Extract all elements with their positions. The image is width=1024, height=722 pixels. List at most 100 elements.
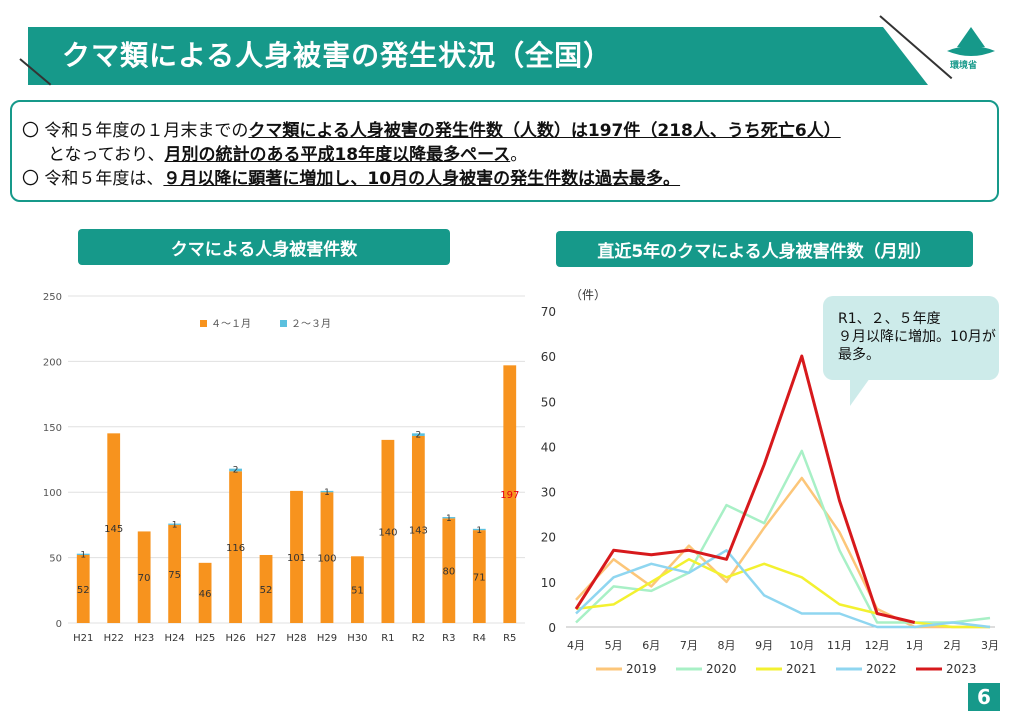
bar-main	[320, 492, 334, 623]
summary-line-3-emphasis: ９月以降に顕著に増加し、10月の人身被害の発生件数は過去最多。	[163, 169, 681, 189]
line-x-tick-label: 8月	[718, 639, 736, 652]
bar-x-tick-label: H30	[347, 633, 367, 644]
line-y-tick-label: 70	[541, 305, 556, 319]
bar-top	[76, 553, 90, 555]
line-series-2021	[575, 558, 990, 629]
line-legend-label: 2023	[946, 662, 977, 676]
bar-y-tick-label: 100	[43, 488, 62, 499]
bar-main	[168, 524, 182, 623]
bar-top-data-label: 1	[476, 526, 482, 536]
bar-x-tick-label: R4	[473, 633, 486, 644]
bar-data-label: 75	[168, 570, 181, 581]
bar-main	[381, 439, 395, 623]
bar-main	[290, 490, 303, 623]
right-panel-title: 直近5年のクマによる人身被害件数（月別）	[556, 231, 973, 267]
line-x-tick-label: 5月	[605, 639, 623, 652]
bar-x-tick-label: H26	[225, 633, 245, 644]
bar-top-data-label: 1	[80, 551, 86, 561]
bar-x-tick-label: H23	[134, 633, 154, 644]
page-number: 6	[968, 683, 1000, 711]
line-series-2020	[575, 449, 991, 624]
bar-data-label: 100	[317, 554, 336, 565]
line-y-tick-label: 0	[548, 621, 556, 635]
summary-line-2: となっており、月別の統計のある平成18年度以降最多ペース。	[48, 140, 527, 165]
bar-x-tick-label: H29	[317, 633, 337, 644]
bar-data-label: 143	[409, 525, 428, 536]
bar-top-data-label: 1	[172, 521, 178, 531]
bar-top-data-label: 2	[415, 430, 421, 440]
bar-data-label: 52	[260, 585, 273, 596]
summary-line-2-emphasis: 月別の統計のある平成18年度以降最多ペース	[164, 145, 511, 165]
line-y-tick-label: 50	[541, 395, 556, 409]
line-y-tick-label: 20	[541, 531, 556, 545]
bar-data-label: 140	[378, 527, 397, 538]
line-y-axis-label: （件）	[570, 288, 606, 302]
bar-main	[472, 530, 486, 623]
bar-x-tick-label: R2	[412, 633, 425, 644]
line-x-tick-label: 7月	[680, 639, 698, 652]
line-legend-label: 2022	[866, 662, 897, 676]
bar-top-data-label: 1	[324, 488, 330, 498]
title-bar	[28, 27, 928, 85]
bar-top	[229, 468, 242, 472]
ministry-logo-icon	[947, 27, 995, 56]
callout-bubble	[823, 296, 999, 380]
line-x-tick-label: 12月	[865, 639, 890, 652]
line-x-tick-label: 1月	[906, 639, 924, 652]
bar-main	[229, 471, 242, 623]
bar-top	[411, 433, 425, 436]
bar-x-tick-label: H28	[286, 633, 306, 644]
line-x-tick-label: 3月	[981, 639, 999, 652]
bar-main	[503, 365, 517, 623]
bar-main	[259, 554, 273, 623]
line-series-2022	[575, 549, 991, 629]
bar-main	[351, 556, 364, 623]
summary-line-1-prefix: 〇 令和５年度の１月末までの	[22, 121, 249, 141]
line-x-tick-label: 10月	[789, 639, 814, 652]
bar-legend-swatch	[200, 320, 207, 327]
bar-data-label: 52	[77, 585, 90, 596]
line-y-tick-label: 10	[541, 576, 556, 590]
bar-x-tick-label: H27	[256, 633, 276, 644]
bar-top	[472, 528, 486, 531]
line-x-tick-label: 4月	[567, 639, 585, 652]
summary-line-1: 〇 令和５年度の１月末までのクマ類による人身被害の発生件数（人数）は197件（2…	[22, 116, 841, 141]
summary-line-2-prefix: となっており、	[48, 145, 165, 165]
bar-top-data-label: 1	[446, 514, 452, 524]
summary-line-3-prefix: 〇 令和５年度は、	[22, 169, 164, 189]
bar-x-tick-label: H22	[104, 633, 124, 644]
ministry-logo-text: 環境省	[950, 61, 978, 71]
summary-box	[10, 100, 999, 202]
summary-line-2-suffix: 。	[510, 145, 528, 165]
line-legend-label: 2020	[706, 662, 737, 676]
bar-data-label: 101	[287, 553, 306, 564]
line-legend-label: 2019	[626, 662, 657, 676]
page-title: クマ類による人身被害の発生状況（全国）	[62, 39, 613, 72]
line-x-tick-label: 11月	[827, 639, 852, 652]
bar-y-tick-label: 0	[56, 619, 62, 630]
bar-x-tick-label: R3	[442, 633, 455, 644]
bar-top-data-label: 2	[233, 466, 239, 476]
bar-main	[442, 518, 456, 623]
bar-main	[198, 562, 212, 623]
bar-top	[168, 523, 182, 525]
line-y-tick-label: 30	[541, 486, 556, 500]
bar-y-tick-label: 250	[43, 292, 62, 303]
callout-text: R1、２、５年度 ９月以降に増加。10月が最多。	[838, 311, 996, 363]
left-panel-title: クマによる人身被害件数	[78, 229, 450, 265]
line-y-tick-label: 40	[541, 440, 556, 454]
bar-main	[107, 433, 121, 623]
callout-pointer	[850, 378, 870, 406]
line-chart: 0 10 20 30 40 50 60 70 （件） 4月 5月 6月 7月 8月 9月 10月 11月 12月 1…	[541, 288, 999, 676]
bar-legend-swatch	[280, 320, 287, 327]
line-x-tick-label: 9月	[755, 639, 773, 652]
bar-data-label: 80	[442, 567, 455, 578]
summary-line-1-emphasis: クマ類による人身被害の発生件数（人数）は197件（218人、うち死亡6人）	[248, 121, 841, 141]
bar-chart: 0 50 100 150 200 250 52 1 H21 145 H22 70 H23 75 1 H24 46…	[43, 292, 525, 644]
bar-legend-label: ２～３月	[291, 318, 331, 330]
bar-data-label: 116	[226, 543, 245, 554]
bar-legend-label: ４～１月	[211, 318, 251, 330]
line-y-tick-label: 60	[541, 350, 556, 364]
bar-data-label: 70	[138, 573, 151, 584]
bar-x-tick-label: H24	[165, 633, 185, 644]
